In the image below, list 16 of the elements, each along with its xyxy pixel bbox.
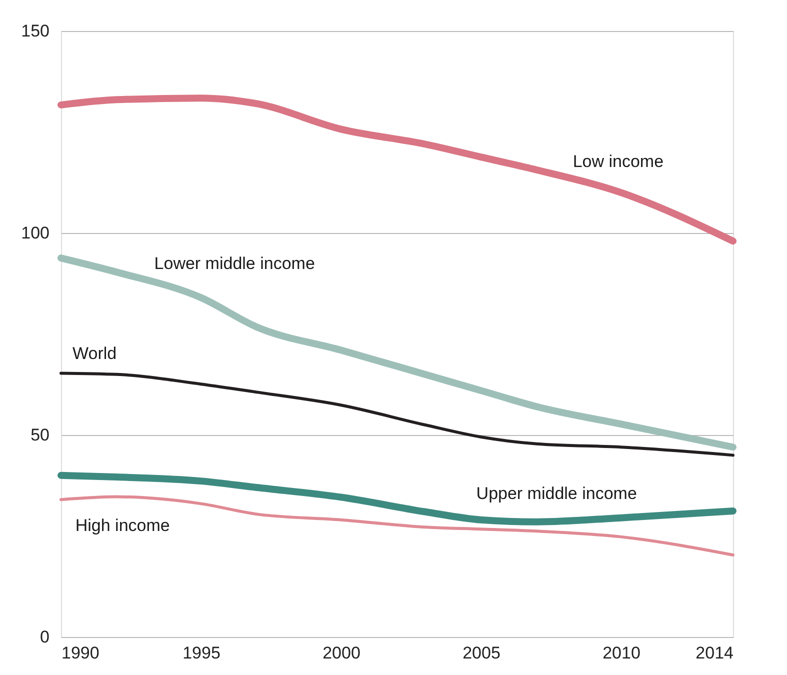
y-tick-label: 0	[40, 628, 50, 646]
y-tick-label: 50	[30, 426, 50, 444]
y-tick-label: 150	[21, 22, 50, 40]
x-tick-label: 2000	[322, 644, 360, 662]
series-label: Lower middle income	[154, 254, 315, 274]
x-tick-label: 2005	[462, 644, 500, 662]
x-tick-label: 1995	[182, 644, 220, 662]
series-label: World	[72, 344, 117, 364]
line-series	[60, 372, 734, 457]
y-tick-label: 100	[21, 224, 50, 242]
series-label: High income	[75, 516, 170, 535]
series-label: Low income	[572, 152, 664, 171]
x-tick-label: 1990	[62, 644, 100, 662]
x-tick-label: 2014	[696, 644, 734, 662]
x-tick-label: 2010	[602, 644, 640, 662]
series-label: Upper middle income	[476, 484, 637, 503]
